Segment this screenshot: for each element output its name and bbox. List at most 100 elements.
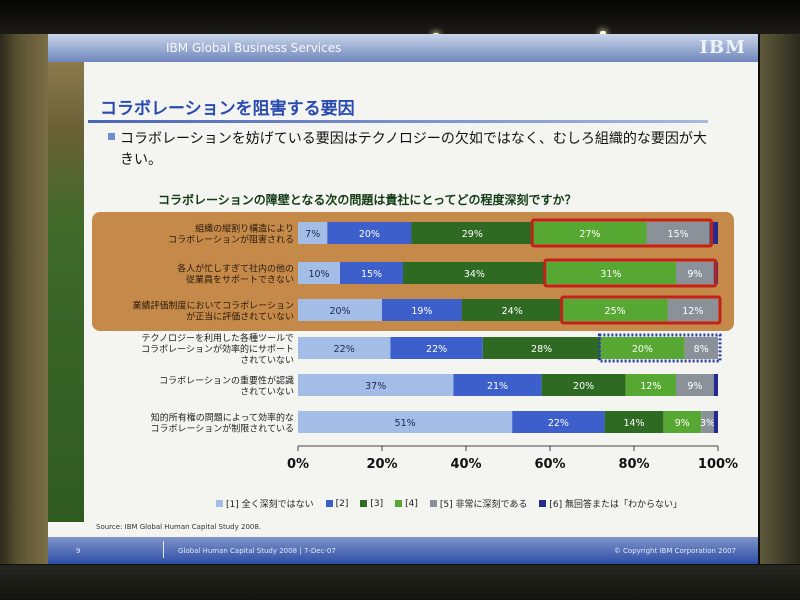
room-floor [0, 565, 800, 600]
data-label: 10% [308, 269, 329, 280]
page-number: 9 [76, 547, 81, 555]
highlight-box [560, 295, 722, 325]
category-label: されていない [240, 355, 294, 366]
bar-segment [625, 374, 676, 396]
x-tick-label: 80% [618, 457, 649, 472]
bar-segment [390, 337, 483, 359]
x-tick-label: 40% [450, 457, 481, 472]
bullet-icon [108, 133, 115, 140]
data-label: 22% [426, 344, 447, 355]
bar-segment [298, 411, 513, 433]
bar-segment [453, 374, 542, 396]
bar-segment [604, 411, 664, 433]
bar-segment [382, 299, 462, 321]
data-label: 20% [329, 306, 350, 317]
bar-segment [403, 262, 546, 284]
data-label: 28% [531, 344, 552, 355]
category-label: 業績評価制度においてコラボレーション [132, 300, 294, 312]
legend-label: [3] [370, 498, 384, 509]
category-label: が正当に評価されていない [186, 311, 294, 323]
bar-segment [298, 299, 382, 321]
brand-text: IBM Global Business Services [166, 41, 342, 55]
slide-footer: 9 Global Human Capital Study 2008 | 7-De… [48, 537, 758, 564]
legend-swatch [539, 500, 547, 507]
footer-event: Global Human Capital Study 2008 | 7-Dec-… [178, 547, 336, 555]
legend-swatch [360, 500, 368, 507]
bar-segment [676, 374, 714, 396]
legend-swatch [216, 500, 223, 507]
data-label: 3% [700, 418, 715, 429]
data-label: 19% [411, 306, 432, 317]
footer-divider [163, 541, 164, 558]
source-note: Source: IBM Global Human Capital Study 2… [96, 523, 262, 531]
legend-label: [2] [335, 498, 349, 509]
bar-segment [663, 411, 702, 433]
legend-swatch [429, 500, 437, 507]
bar-segment [411, 222, 534, 244]
data-label: 15% [361, 269, 382, 280]
bar-segment [340, 262, 403, 284]
data-label: 22% [548, 418, 569, 429]
data-label: 34% [464, 269, 485, 280]
data-label: 20% [573, 381, 594, 392]
data-label: 20% [632, 344, 653, 355]
data-label: 37% [365, 381, 386, 392]
data-label: 15% [668, 229, 689, 240]
data-label: 27% [579, 229, 600, 240]
legend-label: [4] [405, 498, 418, 509]
ceiling-light [600, 31, 606, 35]
highlight-box [543, 258, 718, 288]
highlight-box [530, 218, 714, 248]
data-label: 25% [605, 306, 626, 317]
x-tick-label: 60% [534, 457, 565, 472]
bar-segment [667, 299, 718, 321]
category-label: 組織の縦割り構造により [195, 223, 294, 235]
legend-item: [2] [325, 497, 349, 510]
data-label: 12% [640, 381, 661, 392]
category-label: コラボレーションの重要性が認識 [159, 375, 294, 387]
bar-segment [298, 222, 328, 244]
bar-segment [646, 222, 710, 244]
data-label: 9% [675, 418, 690, 429]
bar-segment [701, 411, 714, 433]
x-tick-label: 100% [698, 457, 738, 472]
bar-segment [327, 222, 412, 244]
x-tick-label: 20% [366, 457, 397, 472]
legend-label: [6] 無回答または「わからない」 [549, 500, 683, 510]
legend-item: [5] 非常に深刻である [429, 497, 528, 510]
data-label: 7% [305, 229, 320, 240]
bar-segment [298, 374, 454, 396]
slide-side-photo [48, 62, 84, 522]
data-label: 22% [334, 344, 355, 355]
x-tick-label: 0% [287, 457, 309, 472]
room-background-right [760, 34, 800, 564]
room-background-left [0, 34, 48, 564]
data-label: 12% [682, 306, 703, 317]
bar-segment [545, 262, 676, 284]
ibm-logo: IBM [699, 37, 746, 58]
category-label: コラボレーションが阻害される [168, 234, 294, 246]
legend-item: [4] [395, 497, 418, 510]
title-underline [88, 120, 708, 123]
category-label: コラボレーションが制限されている [150, 423, 294, 435]
data-label: 29% [462, 229, 483, 240]
bar-segment [533, 222, 647, 244]
chart-legend: [1] 全く深刻ではない [2] [3] [4] [5] 非常に深刻である [6] 無回答… [216, 497, 682, 510]
bar-segment [482, 337, 601, 359]
category-label: されていない [240, 387, 294, 398]
category-label: 知的所有権の問題によって効率的な [151, 412, 294, 424]
category-label: 各人が忙しすぎて社内の他の [177, 263, 294, 275]
slide-header-bar: IBM Global Business Services IBM [48, 34, 758, 62]
bar-segment [709, 222, 718, 244]
presentation-slide: IBM Global Business Services IBM コラボレーショ… [48, 34, 758, 564]
category-label: 従業員をサポートできない [186, 274, 294, 286]
bar-segment [461, 299, 563, 321]
category-label: コラボレーションが効率的にサポート [141, 343, 294, 355]
legend-item: [1] 全く深刻ではない [216, 497, 314, 510]
legend-swatch [395, 500, 403, 507]
category-label: テクノロジーを利用した各種ツールで [142, 332, 294, 344]
data-label: 14% [623, 418, 644, 429]
bar-segment [562, 299, 668, 321]
dotted-highlight-box [597, 333, 722, 363]
legend-label: [5] 非常に深刻である [439, 500, 528, 510]
